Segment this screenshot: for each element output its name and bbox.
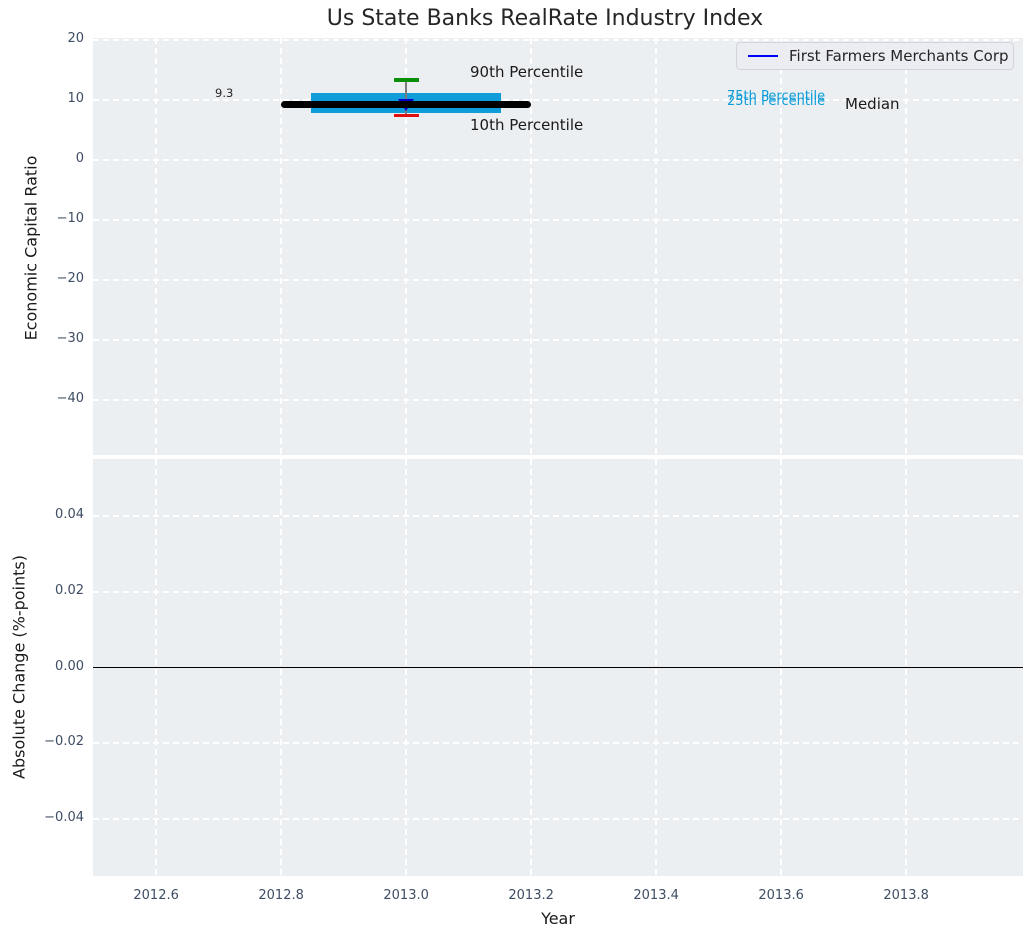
- p90-cap: [393, 78, 419, 82]
- top-plot-area: [93, 38, 1023, 455]
- y-tick-label: −20: [56, 270, 84, 286]
- annotation-90th-percentile: 90th Percentile: [470, 63, 584, 81]
- x-tick-label: 2013.2: [508, 888, 554, 903]
- legend: First Farmers Merchants Corp: [736, 42, 1014, 70]
- gridline-vertical: [655, 38, 657, 455]
- x-axis-label: Year: [541, 909, 575, 928]
- annotation-75th-percentile: 75th Percentile: [727, 89, 826, 104]
- x-tick-label: 2013.4: [633, 888, 679, 903]
- x-tick-label: 2012.6: [133, 888, 179, 903]
- gridline-horizontal: [93, 742, 1023, 744]
- y-tick-label: −10: [56, 210, 84, 226]
- gridline-horizontal: [93, 591, 1023, 593]
- gridline-vertical: [530, 38, 532, 455]
- gridline-vertical: [280, 38, 282, 455]
- gridline-horizontal: [93, 219, 1023, 221]
- x-tick-label: 2012.8: [258, 888, 304, 903]
- legend-label: First Farmers Merchants Corp: [789, 47, 1009, 65]
- y-tick-label: 0: [75, 150, 84, 166]
- chart-title: Us State Banks RealRate Industry Index: [326, 6, 764, 31]
- annotation-25th-percentile: 25th Percentile: [727, 94, 826, 109]
- y-tick-label: 0.04: [55, 507, 84, 523]
- gridline-vertical: [780, 38, 782, 455]
- gridline-horizontal: [93, 39, 1023, 41]
- y-tick-label: −30: [56, 330, 84, 346]
- gridline-horizontal: [93, 818, 1023, 820]
- legend-line-sample: [748, 55, 778, 57]
- x-tick-label: 2013.6: [758, 888, 804, 903]
- y-tick-label: 0.00: [55, 658, 84, 674]
- annotation-10th-percentile: 10th Percentile: [470, 116, 584, 134]
- bottom-plot-area: [93, 459, 1023, 876]
- annotation-company-value: 9.3: [215, 86, 234, 100]
- whisker-line: [405, 80, 407, 116]
- gridline-horizontal: [93, 399, 1023, 401]
- y-tick-label: −0.02: [44, 734, 84, 750]
- gridline-vertical: [155, 38, 157, 455]
- gridline-vertical: [405, 38, 407, 455]
- x-tick-label: 2013.0: [383, 888, 429, 903]
- p10-cap: [393, 113, 419, 118]
- gridline-horizontal: [93, 279, 1023, 281]
- x-tick-label: 2013.8: [883, 888, 929, 903]
- gridline-horizontal: [93, 515, 1023, 517]
- y-tick-label: 0.02: [55, 582, 84, 598]
- gridline-vertical: [905, 38, 907, 455]
- y-tick-label: 10: [67, 90, 84, 106]
- y-tick-label: 20: [67, 30, 84, 46]
- gridline-horizontal: [93, 99, 1023, 101]
- gridline-horizontal: [93, 339, 1023, 341]
- y-tick-label: −40: [56, 390, 84, 406]
- annotation-median: Median: [845, 95, 900, 113]
- median-line: [281, 100, 532, 108]
- gridline-horizontal: [93, 159, 1023, 161]
- y-tick-label: −0.04: [44, 809, 84, 825]
- top-y-axis-label: Economic Capital Ratio: [21, 155, 41, 341]
- zero-line: [93, 666, 1023, 669]
